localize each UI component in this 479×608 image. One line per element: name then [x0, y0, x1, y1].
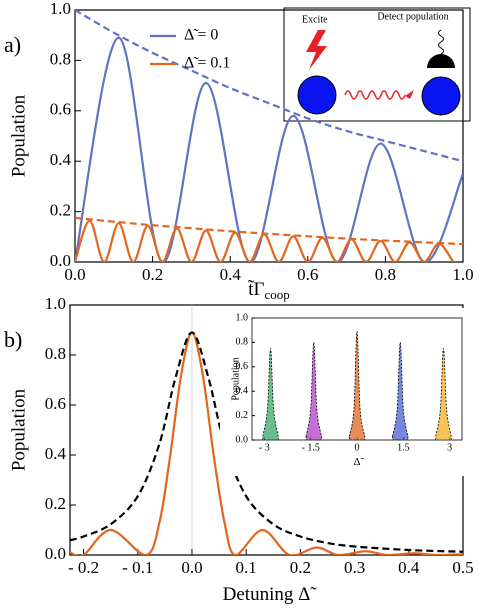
y-axis-label: Population [230, 357, 241, 400]
y-tick-label: 0.6 [236, 361, 249, 372]
x-axis-label: t̃Γcoop [248, 279, 290, 302]
x-tick-label: 0.2 [142, 265, 163, 284]
peak-area [392, 341, 409, 440]
y-tick-label: 1.0 [50, 0, 71, 18]
x-tick-label: 0.6 [297, 265, 318, 284]
detect-label: Detect population [377, 11, 448, 22]
y-tick-label: 0.0 [236, 434, 249, 445]
plot-frame [74, 9, 464, 263]
y-axis-label: Population [8, 94, 29, 177]
peak-area [435, 348, 452, 440]
x-axis-label-main: Δ̃ [353, 456, 364, 468]
x-axis-label-sub: coop [264, 287, 289, 302]
x-tick-label: 0.3 [344, 558, 365, 577]
scheme-inset: Excite Detect population [283, 7, 471, 122]
lightning-icon [306, 30, 327, 70]
panel: 0.0 0.2 0.4 0.6 0.8 1.0 0.0 0.2 0.4 0.6 0.8 1.0 Δ̃ =… [4, 0, 474, 302]
atom-left [297, 75, 337, 115]
x-tick-label: - 0.1 [122, 558, 153, 577]
peak-area [305, 341, 322, 440]
x-tick-label: 0.5 [452, 558, 473, 577]
x-tick-label: 0.0 [181, 558, 202, 577]
x-tick-label: 3 [447, 442, 452, 453]
x-axis-label-main: t̃Γ [248, 279, 265, 300]
y-tick-label: 0.8 [50, 49, 71, 68]
y-tick-label: 0.4 [50, 150, 72, 169]
y-tick-label: 0.0 [50, 251, 71, 270]
x-axis-label-main: Detuning Δ̃ [223, 584, 318, 605]
plot-area [75, 10, 463, 262]
x-tick-label: 0.4 [220, 265, 242, 284]
y-tick-label: 0.8 [45, 344, 66, 363]
detector-icon [427, 54, 455, 68]
x-tick-label: 0.4 [398, 558, 420, 577]
data-line [70, 331, 463, 555]
photon-wave [344, 90, 406, 100]
atom-right [421, 76, 461, 116]
x-tick-label: 0.1 [236, 558, 257, 577]
x-tick-label: - 1.5 [302, 442, 320, 453]
envelope-line [75, 10, 463, 163]
panel-label: b) [4, 327, 22, 352]
detector-signal [438, 29, 444, 55]
legend-label: Δ̃ = 0 [184, 27, 218, 44]
y-tick-label: 0.4 [236, 385, 249, 396]
plot-area [70, 331, 463, 555]
x-tick-label: 0 [355, 442, 360, 453]
excite-label: Excite [302, 14, 328, 25]
x-tick-label: 0.2 [290, 558, 311, 577]
envelope-line [75, 216, 463, 246]
y-tick-label: 1.0 [45, 294, 66, 313]
legend-label: Δ̃ = 0.1 [184, 55, 230, 72]
x-axis-label: Δ̃ [353, 456, 364, 468]
x-tick-label: - 0.2 [68, 558, 99, 577]
y-axis-label: Population [8, 388, 29, 471]
photon-arrow [405, 90, 414, 99]
plot-area [262, 331, 452, 440]
x-axis-label: Detuning Δ̃ [223, 584, 318, 605]
y-tick-label: 0.2 [45, 494, 66, 513]
x-tick-label: 0.0 [64, 265, 85, 284]
y-tick-label: 0.8 [236, 337, 249, 348]
y-tick-label: 1.0 [236, 312, 249, 323]
panel-label: a) [4, 32, 21, 57]
x-tick-label: 1.0 [452, 265, 473, 284]
y-tick-label: 0.4 [45, 444, 67, 463]
inset-background [220, 308, 472, 476]
panel: 0.0 0.2 0.4 0.6 0.8 1.0 - 3 - 1.5 0 1.5 3 Populatio… [220, 308, 472, 476]
y-tick-label: 0.2 [236, 410, 249, 421]
y-tick-label: 0.0 [45, 544, 66, 563]
x-tick-label: 0.8 [375, 265, 396, 284]
peak-area [262, 348, 279, 440]
y-tick-label: 0.2 [50, 201, 71, 220]
envelope-line [70, 331, 463, 553]
y-tick-label: 0.6 [50, 100, 71, 119]
x-tick-label: 1.5 [397, 442, 410, 453]
x-tick-label: - 3 [259, 442, 270, 453]
panel: 0.0 0.2 0.4 0.6 0.8 1.0 - 0.2 - 0.1 0.0 0.1 0.2 0.3… [4, 294, 474, 605]
y-tick-label: 0.6 [45, 394, 66, 413]
peak-area [348, 331, 366, 440]
